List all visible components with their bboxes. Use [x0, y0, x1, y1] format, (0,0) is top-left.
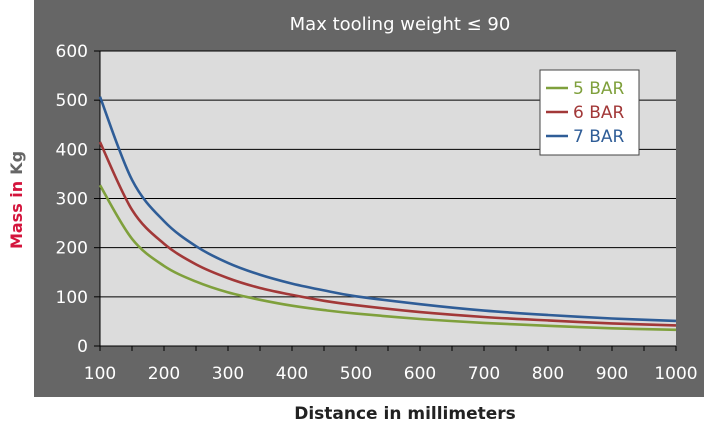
x-tick-label: 900 [596, 364, 628, 384]
series-line-7-bar [98, 96, 677, 323]
legend: 5 BAR 6 BAR 7 BAR [539, 69, 640, 156]
y-tick-labels: 0 100 200 300 400 500 600 [56, 42, 88, 357]
legend-label: 5 BAR [573, 79, 625, 99]
y-tick-label: 0 [77, 337, 88, 357]
x-tick-label: 400 [276, 364, 308, 384]
y-tick-label: 600 [56, 42, 88, 62]
x-tick-label: 300 [212, 364, 244, 384]
series-line-6-bar [98, 141, 677, 327]
x-tick-label: 100 [84, 364, 116, 384]
x-tick-label: 800 [532, 364, 564, 384]
y-tick-label: 500 [56, 91, 88, 111]
x-tick-labels: 100 200 300 400 500 600 700 800 900 1000 [84, 364, 698, 384]
y-axis-label-part1: Mass in [7, 181, 26, 249]
x-tick-label: 1000 [654, 364, 697, 384]
y-axis-label: Mass in Kg [7, 151, 26, 249]
y-tick-label: 200 [56, 239, 88, 259]
series-line-5-bar [98, 184, 677, 332]
x-tick-label: 500 [340, 364, 372, 384]
legend-label: 7 BAR [573, 127, 625, 147]
y-axis-label-part2: Kg [7, 151, 26, 175]
x-axis-label: Distance in millimeters [294, 404, 516, 424]
y-tick-label: 100 [56, 288, 88, 308]
chart-title: Max tooling weight ≤ 90 [290, 14, 511, 35]
series-lines [98, 96, 677, 332]
y-tick-label: 400 [56, 140, 88, 160]
x-tick-label: 200 [148, 364, 180, 384]
x-tick-label: 700 [468, 364, 500, 384]
legend-label: 6 BAR [573, 103, 625, 123]
x-tick-label: 600 [404, 364, 436, 384]
y-tick-label: 300 [56, 190, 88, 210]
